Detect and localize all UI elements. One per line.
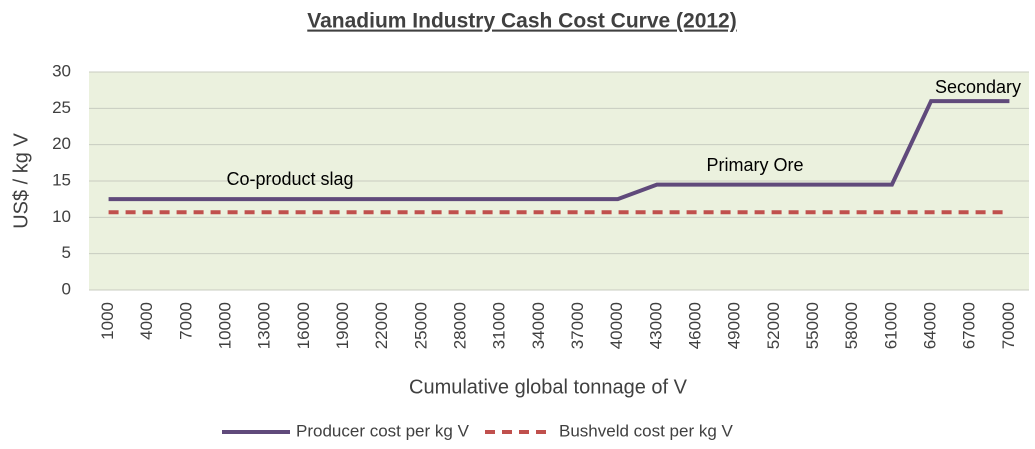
x-tick-label: 7000 [176,302,195,340]
chart-title: Vanadium Industry Cash Cost Curve (2012) [307,10,736,33]
x-tick-label: 16000 [294,302,313,349]
x-tick-label: 10000 [216,302,235,349]
legend-label: Producer cost per kg V [296,421,470,440]
x-tick-label: 49000 [725,302,744,349]
x-tick-label: 67000 [960,302,979,349]
y-tick-label: 10 [52,207,71,226]
y-tick-label: 30 [52,61,71,80]
y-tick-label: 5 [62,243,71,262]
x-tick-label: 19000 [333,302,352,349]
y-tick-label: 15 [52,170,71,189]
x-tick-label: 1000 [98,302,117,340]
x-tick-label: 37000 [568,302,587,349]
y-axis-label: US$ / kg V [10,133,32,229]
x-tick-label: 22000 [372,302,391,349]
annotation: Co-product slag [226,169,353,189]
annotation: Primary Ore [706,155,803,175]
x-tick-label: 40000 [607,302,626,349]
x-tick-label: 43000 [646,302,665,349]
x-tick-label: 25000 [411,302,430,349]
legend-label: Bushveld cost per kg V [559,421,734,440]
annotation: Secondary [935,77,1021,97]
x-tick-label: 58000 [842,302,861,349]
y-tick-label: 0 [62,279,71,298]
x-tick-label: 52000 [764,302,783,349]
x-tick-label: 64000 [921,302,940,349]
x-tick-label: 46000 [686,302,705,349]
y-tick-label: 20 [52,134,71,153]
x-tick-label: 61000 [881,302,900,349]
x-tick-label: 13000 [255,302,274,349]
x-tick-label: 4000 [137,302,156,340]
x-tick-label: 55000 [803,302,822,349]
x-tick-label: 28000 [451,302,470,349]
x-tick-label: 31000 [490,302,509,349]
x-axis-label: Cumulative global tonnage of V [409,376,688,398]
x-tick-label: 70000 [999,302,1018,349]
line-series [108,99,1010,202]
x-tick-label: 34000 [529,302,548,349]
y-tick-label: 25 [52,98,71,117]
